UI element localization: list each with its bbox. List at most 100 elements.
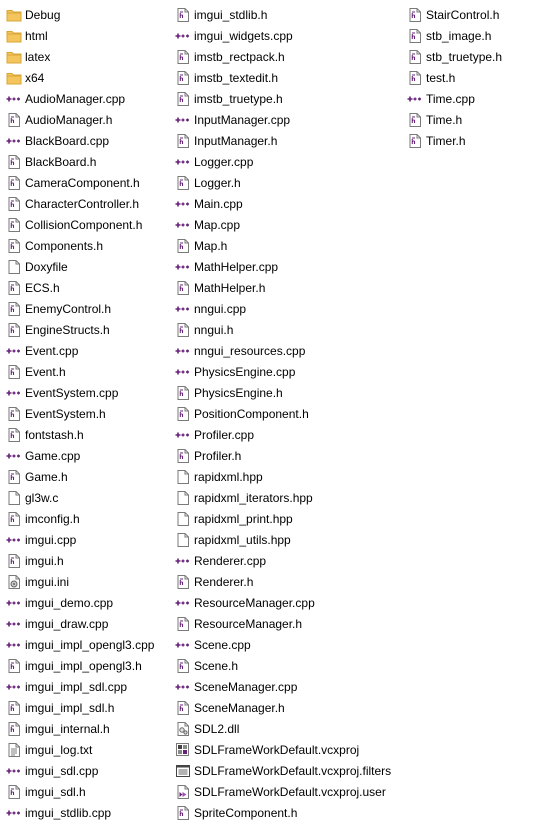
- folder-item[interactable]: html: [6, 25, 154, 46]
- file-item[interactable]: h Profiler.h: [175, 445, 391, 466]
- file-item[interactable]: h CollisionComponent.h: [6, 214, 154, 235]
- file-item[interactable]: h Timer.h: [407, 130, 502, 151]
- file-item[interactable]: Game.cpp: [6, 445, 154, 466]
- file-item[interactable]: gl3w.c: [6, 487, 154, 508]
- file-item[interactable]: h imstb_textedit.h: [175, 67, 391, 88]
- file-item[interactable]: SDLFrameWorkDefault.vcxproj.filters: [175, 760, 391, 781]
- file-item[interactable]: h imgui_impl_opengl3.h: [6, 655, 154, 676]
- svg-text:h: h: [179, 811, 183, 818]
- file-item[interactable]: h CameraComponent.h: [6, 172, 154, 193]
- file-item[interactable]: h stb_truetype.h: [407, 46, 502, 67]
- file-item[interactable]: h nngui.h: [175, 319, 391, 340]
- file-item[interactable]: Renderer.cpp: [175, 550, 391, 571]
- file-item[interactable]: h StairControl.h: [407, 4, 502, 25]
- file-item[interactable]: imgui_demo.cpp: [6, 592, 154, 613]
- file-item[interactable]: rapidxml_print.hpp: [175, 508, 391, 529]
- file-item[interactable]: h BlackBoard.h: [6, 151, 154, 172]
- file-name-label: imgui_impl_opengl3.cpp: [25, 637, 155, 652]
- cpp-file-icon: [6, 768, 20, 773]
- file-item[interactable]: imgui_impl_sdl.cpp: [6, 676, 154, 697]
- file-name-label: imgui_log.txt: [25, 742, 93, 757]
- file-name-label: imgui_internal.h: [25, 721, 110, 736]
- file-item[interactable]: h test.h: [407, 67, 502, 88]
- file-item[interactable]: h ECS.h: [6, 277, 154, 298]
- file-item[interactable]: h fontstash.h: [6, 424, 154, 445]
- file-item[interactable]: EventSystem.cpp: [6, 382, 154, 403]
- file-item[interactable]: h stb_image.h: [407, 25, 502, 46]
- file-item[interactable]: h PhysicsEngine.h: [175, 382, 391, 403]
- file-item[interactable]: imgui_draw.cpp: [6, 613, 154, 634]
- svg-text:h: h: [10, 244, 14, 251]
- folder-item[interactable]: latex: [6, 46, 154, 67]
- file-item[interactable]: ResourceManager.cpp: [175, 592, 391, 613]
- text-file-icon: [8, 742, 20, 757]
- file-item[interactable]: rapidxml_utils.hpp: [175, 529, 391, 550]
- file-item[interactable]: SDL2.dll: [175, 718, 391, 739]
- h-file-icon: h: [409, 133, 421, 148]
- h-file-icon: h: [177, 91, 189, 106]
- file-item[interactable]: PhysicsEngine.cpp: [175, 361, 391, 382]
- file-item[interactable]: h SpriteComponent.h: [175, 802, 391, 823]
- file-item[interactable]: rapidxml.hpp: [175, 466, 391, 487]
- file-item[interactable]: nngui_resources.cpp: [175, 340, 391, 361]
- h-file-icon: h: [8, 511, 20, 526]
- file-item[interactable]: Doxyfile: [6, 256, 154, 277]
- file-item[interactable]: h Time.h: [407, 109, 502, 130]
- file-item[interactable]: Profiler.cpp: [175, 424, 391, 445]
- svg-text:h: h: [179, 412, 183, 419]
- file-item[interactable]: imgui_impl_opengl3.cpp: [6, 634, 154, 655]
- file-item[interactable]: h ResourceManager.h: [175, 613, 391, 634]
- file-item[interactable]: rapidxml_iterators.hpp: [175, 487, 391, 508]
- file-item[interactable]: h EnemyControl.h: [6, 298, 154, 319]
- file-item[interactable]: Main.cpp: [175, 193, 391, 214]
- file-item[interactable]: imgui_sdl.cpp: [6, 760, 154, 781]
- file-item[interactable]: Map.cpp: [175, 214, 391, 235]
- file-item[interactable]: h AudioManager.h: [6, 109, 154, 130]
- file-item[interactable]: imgui_log.txt: [6, 739, 154, 760]
- folder-item[interactable]: Debug: [6, 4, 154, 25]
- file-item[interactable]: h PositionComponent.h: [175, 403, 391, 424]
- folder-item[interactable]: x64: [6, 67, 154, 88]
- file-item[interactable]: h EventSystem.h: [6, 403, 154, 424]
- file-item[interactable]: InputManager.cpp: [175, 109, 391, 130]
- file-item[interactable]: MathHelper.cpp: [175, 256, 391, 277]
- file-item[interactable]: h Scene.h: [175, 655, 391, 676]
- file-item[interactable]: h imstb_rectpack.h: [175, 46, 391, 67]
- file-item[interactable]: Logger.cpp: [175, 151, 391, 172]
- file-item[interactable]: nngui.cpp: [175, 298, 391, 319]
- file-item[interactable]: h Renderer.h: [175, 571, 391, 592]
- file-item[interactable]: imgui.ini: [6, 571, 154, 592]
- file-item[interactable]: imgui_stdlib.cpp: [6, 802, 154, 823]
- file-item[interactable]: AudioManager.cpp: [6, 88, 154, 109]
- file-item[interactable]: h imconfig.h: [6, 508, 154, 529]
- file-item[interactable]: h imgui_sdl.h: [6, 781, 154, 802]
- file-item[interactable]: h Logger.h: [175, 172, 391, 193]
- file-item[interactable]: h Game.h: [6, 466, 154, 487]
- file-item[interactable]: h EngineStructs.h: [6, 319, 154, 340]
- file-item[interactable]: Scene.cpp: [175, 634, 391, 655]
- file-item[interactable]: h imgui_internal.h: [6, 718, 154, 739]
- file-item[interactable]: imgui_widgets.cpp: [175, 25, 391, 46]
- file-item[interactable]: h SceneManager.h: [175, 697, 391, 718]
- file-item[interactable]: Time.cpp: [407, 88, 502, 109]
- file-item[interactable]: h Map.h: [175, 235, 391, 256]
- file-item[interactable]: h imgui_impl_sdl.h: [6, 697, 154, 718]
- file-item[interactable]: h imgui.h: [6, 550, 154, 571]
- file-item[interactable]: SceneManager.cpp: [175, 676, 391, 697]
- file-item[interactable]: h MathHelper.h: [175, 277, 391, 298]
- h-file-icon: h: [177, 133, 189, 148]
- file-item[interactable]: SDLFrameWorkDefault.vcxproj.user: [175, 781, 391, 802]
- file-item[interactable]: h Event.h: [6, 361, 154, 382]
- file-item[interactable]: SDLFrameWorkDefault.vcxproj: [175, 739, 391, 760]
- file-name-label: CollisionComponent.h: [25, 217, 143, 232]
- file-item[interactable]: BlackBoard.cpp: [6, 130, 154, 151]
- file-item[interactable]: h imgui_stdlib.h: [175, 4, 391, 25]
- file-item[interactable]: h CharacterController.h: [6, 193, 154, 214]
- file-item[interactable]: h InputManager.h: [175, 130, 391, 151]
- file-item[interactable]: imgui.cpp: [6, 529, 154, 550]
- file-item[interactable]: h imstb_truetype.h: [175, 88, 391, 109]
- file-name-label: InputManager.h: [194, 133, 278, 148]
- file-item[interactable]: Event.cpp: [6, 340, 154, 361]
- file-item[interactable]: h Components.h: [6, 235, 154, 256]
- folder-icon: [6, 51, 22, 63]
